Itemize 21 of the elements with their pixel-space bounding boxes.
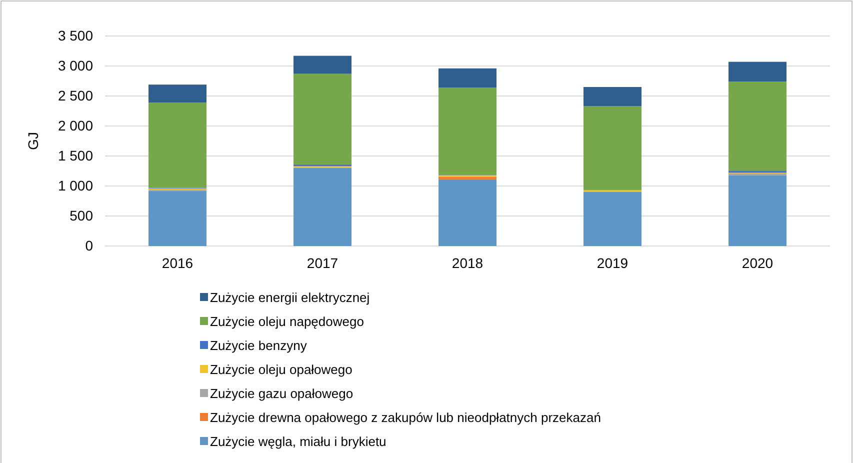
legend-label: Zużycie benzyny — [210, 338, 308, 353]
y-tick-label: 1 500 — [58, 147, 94, 164]
y-tick-label: 1 000 — [58, 177, 94, 194]
x-tick-label: 2020 — [742, 254, 774, 271]
legend-label: Zużycie oleju opałowego — [210, 362, 352, 377]
y-tick-label: 3 000 — [58, 57, 94, 74]
y-axis-title: GJ — [25, 132, 41, 150]
x-tick-label: 2016 — [162, 254, 194, 271]
x-tick-label: 2017 — [306, 254, 338, 271]
y-tick-label: 2 500 — [58, 87, 94, 104]
legend-label: Zużycie gazu opałowego — [210, 386, 354, 401]
y-tick-label: 0 — [85, 237, 94, 254]
y-tick-label: 3 500 — [58, 27, 94, 44]
x-tick-label: 2019 — [596, 254, 628, 271]
legend-label: Zużycie węgla, miału i brykietu — [210, 434, 386, 449]
legend-label: Zużycie drewna opałowego z zakupów lub nieodpłatnych przekazań — [210, 410, 601, 425]
legend-label: Zużycie oleju napędowego — [210, 314, 364, 329]
y-tick-label: 500 — [70, 207, 94, 224]
y-tick-label: 2 000 — [58, 117, 94, 134]
x-tick-label: 2018 — [452, 254, 484, 271]
legend-label: Zużycie energii elektrycznej — [210, 290, 370, 305]
